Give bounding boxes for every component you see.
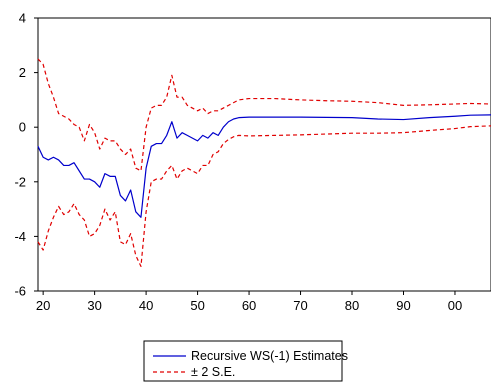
legend-box bbox=[143, 340, 343, 382]
x-tick-label: 30 bbox=[87, 298, 101, 313]
legend-label-se: ± 2 S.E. bbox=[191, 365, 235, 379]
y-tick-label: -4 bbox=[14, 229, 26, 244]
x-tick-label: 70 bbox=[293, 298, 307, 313]
y-tick-label: 2 bbox=[19, 65, 26, 80]
x-tick-label: 40 bbox=[139, 298, 153, 313]
series-line-estimates bbox=[37, 114, 491, 218]
x-tick-label: 20 bbox=[36, 298, 50, 313]
x-tick-label: 00 bbox=[448, 298, 462, 313]
y-tick-label: -6 bbox=[14, 284, 26, 299]
series-line-upper-se bbox=[37, 58, 491, 172]
axes: -6 -4 -2 0 2 4 20 30 40 50 60 70 80 90 00 bbox=[14, 11, 462, 314]
y-tick-label: 0 bbox=[19, 120, 26, 135]
legend-label-estimates: Recursive WS(-1) Estimates bbox=[191, 349, 348, 363]
x-tick-label: 90 bbox=[396, 298, 410, 313]
legend: Recursive WS(-1) Estimates ± 2 S.E. bbox=[143, 340, 348, 382]
x-tick-label: 80 bbox=[345, 298, 359, 313]
series-group bbox=[37, 58, 491, 268]
x-tick-label: 50 bbox=[190, 298, 204, 313]
x-tick-label: 60 bbox=[242, 298, 256, 313]
y-tick-label: 4 bbox=[19, 11, 26, 26]
plot-frame bbox=[37, 17, 491, 292]
y-tick-label: -2 bbox=[14, 174, 26, 189]
